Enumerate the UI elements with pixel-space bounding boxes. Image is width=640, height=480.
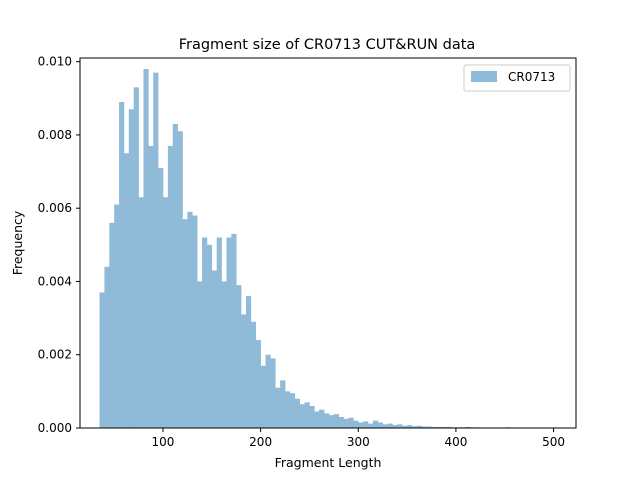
histogram-bar	[299, 404, 305, 428]
histogram-bar	[99, 292, 105, 428]
y-axis-ticks: 0.000 0.002 0.004 0.006 0.008 0.010	[38, 55, 80, 435]
x-tick-label: 500	[542, 435, 565, 449]
chart-title: Fragment size of CR0713 CUT&RUN data	[179, 37, 476, 53]
histogram-bar	[172, 123, 178, 428]
histogram-bar	[309, 406, 315, 428]
histogram-bar	[197, 281, 203, 428]
histogram-bar	[285, 391, 291, 428]
histogram-bar	[133, 87, 139, 428]
histogram-bar	[343, 418, 349, 428]
histogram-bar	[192, 215, 198, 428]
histogram-bar	[348, 417, 354, 428]
histogram-bar	[392, 425, 398, 428]
x-axis-label: Fragment Length	[275, 455, 382, 470]
histogram-bar	[333, 414, 340, 428]
histogram-bar	[338, 417, 344, 428]
histogram-bar	[372, 420, 379, 428]
histogram-bar	[426, 426, 432, 428]
histogram-bar	[324, 413, 330, 428]
histogram-bar	[294, 398, 300, 428]
histogram-bar	[358, 422, 364, 428]
histogram-bar	[431, 426, 437, 428]
legend: CR0713	[463, 64, 571, 92]
histogram-bar	[148, 145, 154, 429]
histogram-bar	[436, 426, 442, 428]
x-tick-label: 100	[152, 435, 175, 449]
histogram-bar	[182, 219, 188, 428]
histogram-bar	[236, 285, 242, 428]
histogram-bar	[226, 237, 232, 428]
histogram-bar	[158, 167, 164, 428]
y-axis-label: Frequency	[10, 210, 25, 275]
histogram-bar	[123, 153, 130, 428]
histogram-bar	[377, 422, 383, 428]
histogram-bar	[245, 296, 252, 428]
histogram-bar	[270, 358, 276, 428]
histogram-bar	[162, 197, 169, 428]
y-tick-label: 0.008	[38, 128, 72, 142]
histogram-bar	[231, 233, 237, 428]
histogram-bar	[421, 426, 427, 428]
histogram-bar	[119, 101, 125, 429]
histogram-bar	[319, 409, 325, 428]
plot-frame	[79, 57, 577, 429]
histogram-bar	[441, 426, 447, 428]
legend-label: CR0713	[508, 70, 555, 84]
legend-swatch	[471, 71, 497, 82]
y-tick-label: 0.010	[38, 55, 72, 69]
histogram-bar	[382, 424, 388, 428]
y-tick-label: 0.002	[38, 348, 72, 362]
histogram-bar	[104, 266, 110, 428]
histogram-bar	[143, 68, 149, 429]
histogram-bar	[221, 281, 227, 428]
histogram-bar	[397, 424, 403, 428]
histogram-bar	[314, 411, 320, 428]
y-tick-label: 0.006	[38, 201, 72, 215]
histogram-bar	[411, 426, 418, 428]
x-axis-ticks: 100 200 300 400 500	[152, 428, 565, 449]
histogram-bar	[260, 365, 266, 428]
histogram-bar	[255, 340, 261, 428]
histogram-bar	[407, 425, 413, 428]
histogram-bar	[216, 237, 222, 428]
histogram-bar	[363, 421, 369, 428]
histogram-bar	[368, 423, 374, 428]
histogram-bar	[465, 426, 471, 428]
histogram-bar	[304, 402, 310, 428]
y-tick-label: 0.004	[38, 274, 72, 288]
histogram-bar	[114, 204, 120, 428]
histogram-bar	[328, 415, 335, 428]
histogram-bar	[250, 321, 257, 428]
histogram-bar	[446, 426, 452, 428]
histogram-bar	[128, 109, 134, 428]
histogram-bar	[353, 420, 359, 428]
histogram-bar	[187, 211, 193, 428]
histogram-bar	[241, 314, 247, 428]
histogram-bar	[416, 425, 423, 428]
histogram-bar	[202, 237, 208, 428]
histogram-bar	[138, 197, 144, 428]
bars-group	[99, 68, 554, 429]
x-tick-label: 300	[347, 435, 370, 449]
histogram-bar	[153, 72, 159, 429]
histogram-bar	[206, 244, 213, 428]
histogram-bar	[402, 425, 408, 428]
x-tick-label: 400	[444, 435, 467, 449]
histogram-bar	[289, 393, 296, 428]
histogram-bar	[280, 380, 286, 428]
histogram-bar	[265, 354, 271, 428]
histogram-bar	[211, 270, 217, 428]
histogram-bar	[167, 145, 174, 429]
histogram-bar	[109, 222, 115, 428]
histogram-bar	[387, 423, 393, 428]
y-tick-label: 0.000	[38, 421, 72, 435]
histogram-bar	[275, 387, 281, 428]
histogram-bar	[177, 131, 183, 428]
x-tick-label: 200	[249, 435, 272, 449]
